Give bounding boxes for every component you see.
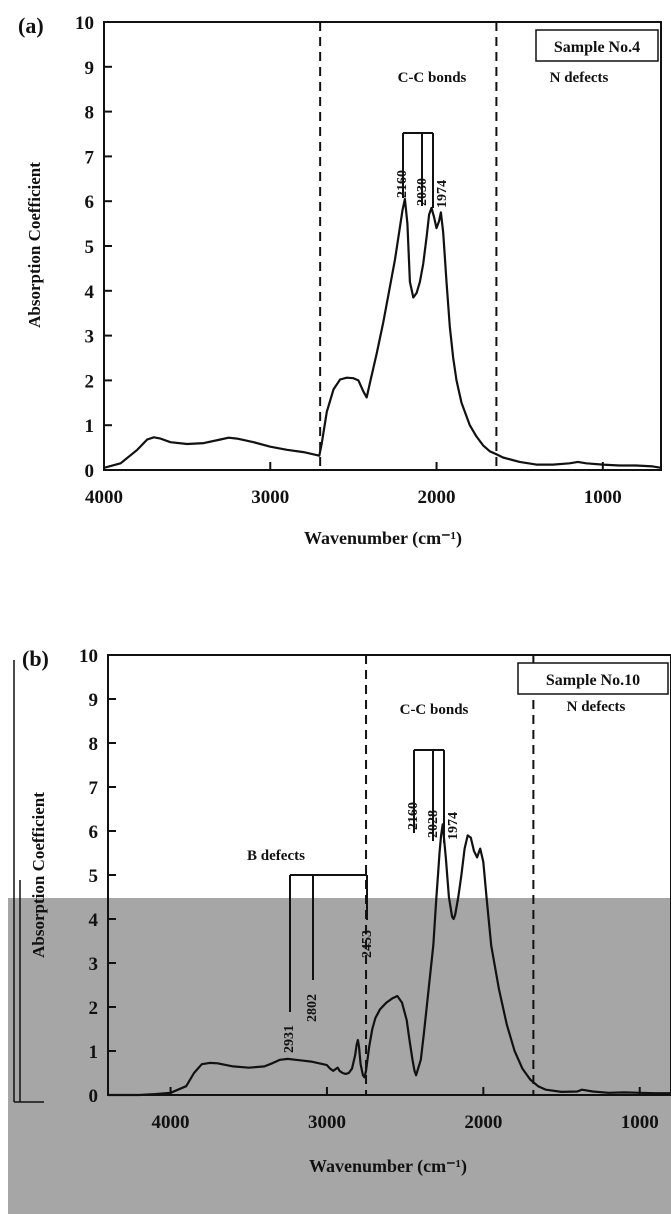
y-tick-label-a-6: 6 bbox=[85, 192, 95, 213]
frame-remnant-b bbox=[13, 660, 44, 1103]
peak-label-b-2028: 2028 bbox=[426, 810, 441, 838]
panel-a: 0 1 2 3 4 5 6 7 8 9 10 4000 3000 2000 1000 (a) Sample … bbox=[18, 13, 662, 549]
peak-label-a-2030: 2030 bbox=[415, 178, 430, 206]
peak-bracket-b-defects bbox=[289, 874, 368, 1012]
y-tick-label-a-9: 9 bbox=[85, 58, 95, 79]
y-tick-label-b-7: 7 bbox=[89, 778, 99, 799]
y-axis-title-a: Absorption Coefficient bbox=[25, 162, 44, 328]
peak-label-b-2453: 2453 bbox=[360, 930, 375, 958]
region-label-cc-b: C-C bonds bbox=[400, 702, 469, 718]
x-tick-label-b-2000: 2000 bbox=[464, 1112, 502, 1133]
peak-label-a-1974: 1974 bbox=[435, 180, 450, 208]
peak-label-b-2931: 2931 bbox=[282, 1025, 297, 1053]
panel-label-a: (a) bbox=[18, 13, 44, 38]
y-tick-label-b-6: 6 bbox=[89, 822, 99, 843]
x-tick-label-b-1000: 1000 bbox=[621, 1112, 659, 1133]
peak-label-b-2160: 2160 bbox=[406, 802, 421, 830]
y-tick-label-a-0: 0 bbox=[85, 461, 95, 482]
sample-label-b: Sample No.10 bbox=[546, 672, 640, 689]
y-tick-label-b-0: 0 bbox=[89, 1086, 99, 1107]
peak-bracket-b-cc bbox=[413, 749, 445, 843]
y-tick-label-b-3: 3 bbox=[89, 954, 99, 975]
spectrum-line-b bbox=[108, 823, 671, 1097]
plot-frame-a bbox=[103, 21, 662, 471]
y-tick-label-b-2: 2 bbox=[89, 998, 99, 1019]
region-label-n-b: N defects bbox=[567, 699, 626, 715]
overlay-band-b bbox=[8, 898, 671, 1214]
y-tick-label-b-10: 10 bbox=[79, 646, 98, 667]
peak-label-b-2802: 2802 bbox=[305, 994, 320, 1022]
y-tick-label-a-5: 5 bbox=[85, 237, 95, 258]
x-tick-label-a-1000: 1000 bbox=[584, 487, 622, 508]
y-tick-label-b-5: 5 bbox=[89, 866, 99, 887]
x-axis-title-b: Wavenumber (cm⁻¹) bbox=[309, 1156, 467, 1177]
x-tick-label-b-4000: 4000 bbox=[152, 1112, 190, 1133]
panel-b: 0 1 2 3 4 5 6 7 8 9 10 4000 3000 2000 1000 (b) Sample … bbox=[8, 646, 671, 1214]
y-tick-label-a-2: 2 bbox=[85, 371, 95, 392]
y-tick-label-a-10: 10 bbox=[75, 13, 94, 34]
y-tick-label-a-3: 3 bbox=[85, 327, 95, 348]
sample-label-a: Sample No.4 bbox=[554, 39, 640, 56]
y-tick-label-a-8: 8 bbox=[85, 103, 95, 124]
region-label-cc-a: C-C bonds bbox=[398, 70, 467, 86]
y-tick-label-b-1: 1 bbox=[89, 1042, 99, 1063]
y-tick-label-a-7: 7 bbox=[85, 147, 95, 168]
y-tick-label-b-8: 8 bbox=[89, 734, 99, 755]
sample-label-box-a bbox=[535, 29, 659, 62]
peak-label-b-1974: 1974 bbox=[446, 812, 461, 840]
y-tick-label-a-1: 1 bbox=[85, 416, 95, 437]
x-axis-title-a: Wavenumber (cm⁻¹) bbox=[304, 528, 462, 549]
plot-frame-b bbox=[107, 654, 671, 1096]
peak-label-a-2160: 2160 bbox=[395, 170, 410, 198]
region-label-n-a: N defects bbox=[550, 70, 609, 86]
y-tick-label-a-4: 4 bbox=[85, 282, 95, 303]
spectrum-line-a bbox=[103, 197, 662, 469]
sample-label-box-b bbox=[517, 662, 669, 695]
region-label-b-defects: B defects bbox=[247, 848, 305, 864]
x-tick-label-b-3000: 3000 bbox=[308, 1112, 346, 1133]
peak-bracket-a bbox=[402, 132, 434, 208]
x-tick-label-a-4000: 4000 bbox=[85, 487, 123, 508]
panel-label-b: (b) bbox=[22, 646, 49, 671]
y-tick-label-b-4: 4 bbox=[89, 910, 99, 931]
y-axis-title-b: Absorption Coefficient bbox=[29, 792, 48, 958]
x-tick-label-a-3000: 3000 bbox=[251, 487, 289, 508]
y-tick-label-b-9: 9 bbox=[89, 690, 99, 711]
x-tick-label-a-2000: 2000 bbox=[418, 487, 456, 508]
